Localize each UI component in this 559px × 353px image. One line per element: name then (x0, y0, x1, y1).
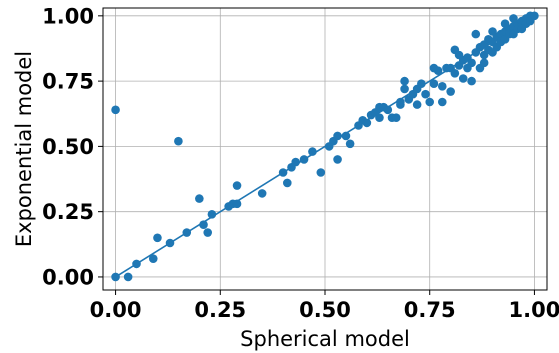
data-point (333, 155, 342, 164)
data-point (488, 27, 497, 36)
data-point (509, 14, 518, 23)
data-point (299, 155, 309, 164)
data-point (400, 84, 409, 94)
data-point (454, 50, 464, 60)
data-point (257, 189, 267, 198)
data-point (450, 68, 460, 78)
data-point (232, 181, 242, 190)
data-point (316, 168, 326, 177)
data-point (417, 79, 426, 89)
y-tick-label: 0.50 (42, 135, 94, 159)
data-point (425, 97, 435, 107)
data-point (479, 58, 489, 68)
data-point (391, 113, 401, 122)
x-tick-label: 0.50 (299, 298, 351, 322)
data-point (165, 238, 175, 248)
data-point (174, 136, 183, 146)
data-point (195, 194, 204, 203)
y-axis-label: Exponential model (12, 51, 36, 247)
data-point (467, 76, 476, 86)
data-point (421, 89, 430, 99)
data-point (148, 254, 158, 263)
data-point (396, 97, 405, 107)
data-point (345, 139, 355, 149)
data-point (308, 147, 317, 156)
data-point (203, 228, 213, 237)
data-point (517, 24, 527, 34)
x-tick-label: 1.00 (509, 298, 559, 322)
data-point (278, 168, 288, 177)
data-point (362, 118, 372, 128)
y-tick-label: 0.25 (42, 200, 94, 224)
data-point (400, 76, 409, 86)
data-point (111, 272, 120, 282)
x-axis-label: Spherical model (240, 327, 410, 351)
data-point (341, 131, 351, 141)
data-point (333, 131, 342, 141)
x-tick-label: 0.25 (194, 298, 246, 322)
data-point (283, 178, 292, 188)
data-point (437, 82, 447, 91)
data-point (429, 63, 439, 73)
y-tick-label: 0.00 (42, 265, 94, 289)
data-point (111, 105, 120, 115)
data-point (412, 100, 422, 109)
y-tick-label: 1.00 (42, 4, 94, 28)
data-point (182, 228, 192, 237)
data-point (471, 29, 481, 39)
data-point (153, 233, 162, 243)
data-point (199, 220, 208, 230)
data-point (207, 209, 217, 219)
data-point (463, 63, 472, 73)
data-point (437, 97, 447, 107)
data-points (111, 11, 539, 282)
x-tick-label: 0.75 (404, 298, 456, 322)
data-point (291, 157, 300, 167)
data-point (123, 272, 133, 282)
data-point (500, 19, 510, 28)
x-tick-label: 0.00 (90, 298, 142, 322)
data-point (446, 87, 455, 96)
data-point (132, 259, 141, 269)
y-tick-label: 0.75 (42, 70, 94, 94)
data-point (458, 74, 468, 83)
data-point (530, 11, 539, 21)
data-point (375, 113, 384, 122)
data-point (383, 105, 393, 115)
axis-ticks: 0.00 0.25 0.50 0.75 1.00 0.00 0.25 0.50 0.75 1.00 (42, 4, 559, 322)
data-point (232, 199, 242, 209)
data-point (429, 79, 439, 89)
